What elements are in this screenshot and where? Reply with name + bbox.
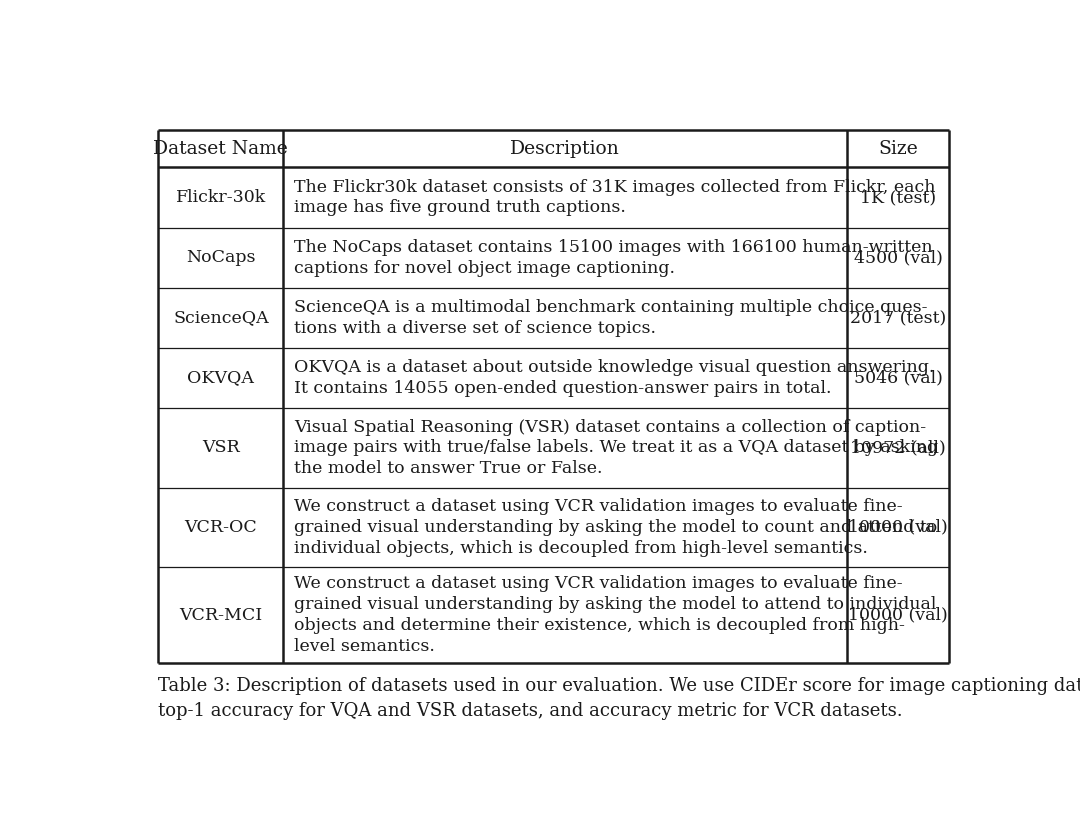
Text: grained visual understanding by asking the model to attend to individual: grained visual understanding by asking t… xyxy=(294,596,936,613)
Text: Description: Description xyxy=(511,139,620,158)
Text: 10000 (val): 10000 (val) xyxy=(848,519,948,536)
Text: Table 3: Description of datasets used in our evaluation. We use CIDEr score for : Table 3: Description of datasets used in… xyxy=(159,677,1080,720)
Text: OKVQA is a dataset about outside knowledge visual question answering.: OKVQA is a dataset about outside knowled… xyxy=(294,359,934,376)
Text: individual objects, which is decoupled from high-level semantics.: individual objects, which is decoupled f… xyxy=(294,539,868,557)
Text: VCR-MCI: VCR-MCI xyxy=(179,606,262,623)
Text: 1K (test): 1K (test) xyxy=(860,189,936,206)
Text: We construct a dataset using VCR validation images to evaluate fine-: We construct a dataset using VCR validat… xyxy=(294,575,903,592)
Text: tions with a diverse set of science topics.: tions with a diverse set of science topi… xyxy=(294,320,657,337)
Text: We construct a dataset using VCR validation images to evaluate fine-: We construct a dataset using VCR validat… xyxy=(294,498,903,515)
Text: OKVQA: OKVQA xyxy=(188,370,254,386)
Text: ScienceQA: ScienceQA xyxy=(173,309,269,326)
Text: 10972 (all): 10972 (all) xyxy=(850,439,946,456)
Text: ScienceQA is a multimodal benchmark containing multiple choice ques-: ScienceQA is a multimodal benchmark cont… xyxy=(294,299,928,316)
Text: 2017 (test): 2017 (test) xyxy=(850,309,946,326)
Text: image has five ground truth captions.: image has five ground truth captions. xyxy=(294,199,626,217)
Text: Size: Size xyxy=(878,139,918,158)
Text: NoCaps: NoCaps xyxy=(186,249,256,266)
Text: VSR: VSR xyxy=(202,439,240,456)
Text: 4500 (val): 4500 (val) xyxy=(853,249,943,266)
Text: level semantics.: level semantics. xyxy=(294,638,435,654)
Text: image pairs with true/false labels. We treat it as a VQA dataset by asking: image pairs with true/false labels. We t… xyxy=(294,439,939,456)
Text: the model to answer True or False.: the model to answer True or False. xyxy=(294,460,603,477)
Text: Flickr-30k: Flickr-30k xyxy=(176,189,266,206)
Text: objects and determine their existence, which is decoupled from high-: objects and determine their existence, w… xyxy=(294,617,905,634)
Text: 10000 (val): 10000 (val) xyxy=(848,606,948,623)
Text: The NoCaps dataset contains 15100 images with 166100 human-written: The NoCaps dataset contains 15100 images… xyxy=(294,239,933,256)
Text: 5046 (val): 5046 (val) xyxy=(853,370,943,386)
Text: Visual Spatial Reasoning (VSR) dataset contains a collection of caption-: Visual Spatial Reasoning (VSR) dataset c… xyxy=(294,418,927,436)
Text: It contains 14055 open-ended question-answer pairs in total.: It contains 14055 open-ended question-an… xyxy=(294,380,832,396)
Text: grained visual understanding by asking the model to count and attend to: grained visual understanding by asking t… xyxy=(294,519,937,536)
Text: Dataset Name: Dataset Name xyxy=(153,139,288,158)
Text: VCR-OC: VCR-OC xyxy=(185,519,257,536)
Text: captions for novel object image captioning.: captions for novel object image captioni… xyxy=(294,260,675,276)
Text: The Flickr30k dataset consists of 31K images collected from Flickr, each: The Flickr30k dataset consists of 31K im… xyxy=(294,179,935,196)
